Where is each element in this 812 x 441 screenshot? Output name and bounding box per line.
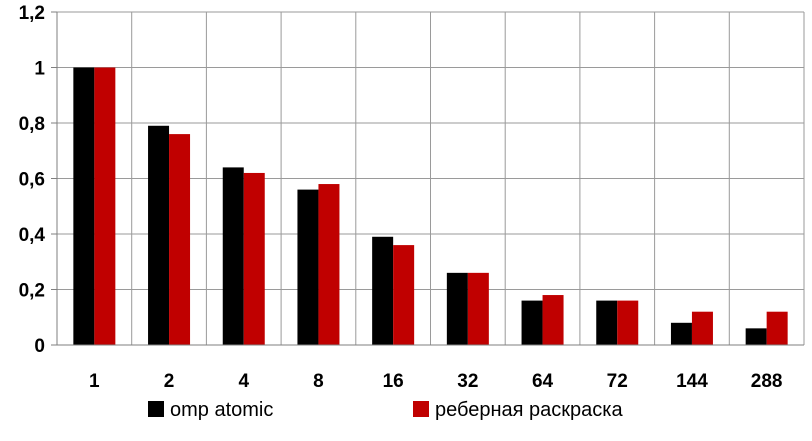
bar-edge-coloring-4 — [243, 172, 265, 345]
x-axis-ticks: 1 2 4 8 16 32 64 72 144 288 — [89, 371, 782, 392]
bar-edge-coloring-64 — [542, 295, 564, 345]
x-tick-label: 8 — [313, 371, 324, 392]
legend: omp atomic реберная раскраска — [148, 399, 623, 421]
legend-label-omp-atomic: omp atomic — [170, 399, 273, 421]
y-tick-label: 1 — [34, 59, 45, 80]
x-tick-label: 1 — [89, 371, 100, 392]
y-axis-ticks: 0 0,2 0,4 0,6 0,8 1 1,2 — [19, 3, 46, 357]
y-tick-label: 0,4 — [19, 225, 46, 246]
x-tick-label: 4 — [238, 371, 249, 392]
bar-edge-coloring-2 — [169, 134, 191, 345]
bar-edge-coloring-1 — [94, 67, 116, 345]
legend-label-edge-coloring: реберная раскраска — [435, 399, 623, 421]
bar-edge-coloring-32 — [467, 272, 489, 345]
y-tick-label: 0 — [34, 336, 45, 357]
bars — [73, 67, 788, 346]
legend-swatch-edge-coloring — [413, 401, 429, 417]
bar-omp-atomic-4 — [222, 167, 244, 345]
x-tick-label: 144 — [676, 371, 708, 392]
y-tick-label: 0,6 — [19, 170, 45, 191]
x-tick-label: 64 — [532, 371, 554, 392]
bar-edge-coloring-16 — [393, 245, 415, 345]
legend-swatch-omp-atomic — [148, 401, 164, 417]
x-tick-label: 2 — [164, 371, 175, 392]
bar-omp-atomic-32 — [446, 272, 468, 345]
x-tick-label: 16 — [383, 371, 404, 392]
bar-omp-atomic-8 — [297, 189, 319, 345]
bar-edge-coloring-288 — [766, 311, 788, 345]
bar-omp-atomic-288 — [745, 328, 767, 345]
y-tick-label: 0,8 — [19, 114, 45, 135]
bar-edge-coloring-144 — [691, 311, 713, 345]
bar-edge-coloring-8 — [318, 184, 340, 345]
x-tick-label: 288 — [751, 371, 783, 392]
x-tick-label: 32 — [457, 371, 478, 392]
bar-omp-atomic-1 — [73, 67, 95, 345]
axes — [51, 11, 804, 346]
bar-omp-atomic-72 — [596, 300, 618, 345]
bar-omp-atomic-2 — [148, 125, 170, 346]
bar-omp-atomic-16 — [372, 236, 394, 345]
bar-omp-atomic-64 — [521, 300, 543, 345]
x-tick-label: 72 — [607, 371, 628, 392]
y-tick-label: 1,2 — [19, 3, 45, 24]
y-tick-label: 0,2 — [19, 281, 45, 302]
bar-omp-atomic-144 — [670, 322, 692, 345]
bar-edge-coloring-72 — [617, 300, 639, 345]
